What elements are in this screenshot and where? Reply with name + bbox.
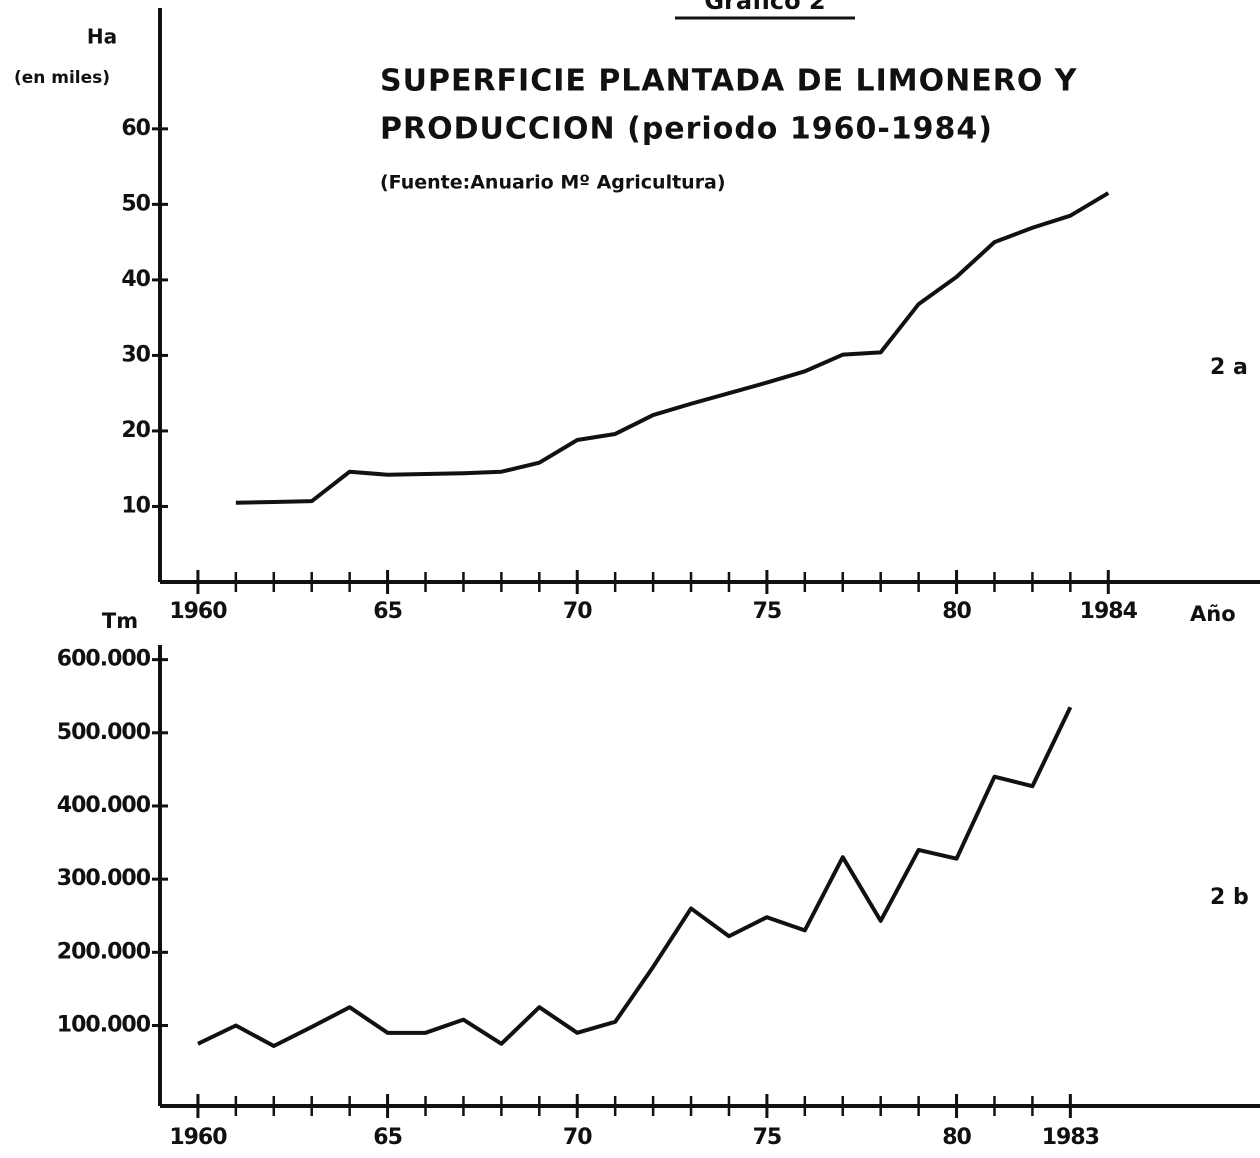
y-tick-label: 40	[121, 267, 150, 292]
data-line	[235, 191, 1110, 505]
x-tick-label: 1960	[169, 1125, 227, 1150]
y-tick-label: 500.000	[57, 720, 151, 745]
y-tick-label: 60	[121, 116, 150, 141]
y-axis-label: Ha	[87, 25, 117, 49]
x-tick-label: 80	[942, 1125, 971, 1150]
y-tick-label: 400.000	[57, 793, 151, 818]
y-tick-label: 100.000	[57, 1013, 151, 1038]
y-axis-label: Tm	[102, 609, 138, 633]
x-tick-label: 70	[563, 1125, 592, 1150]
data-line	[197, 706, 1073, 1048]
y-tick-label: 600.000	[57, 647, 151, 672]
x-tick-label: 1960	[169, 599, 227, 624]
x-tick-label: 75	[753, 599, 782, 624]
x-tick-label: 1983	[1042, 1125, 1099, 1150]
y-tick-label: 50	[121, 191, 150, 216]
x-tick-label: 1984	[1080, 599, 1138, 624]
y-tick-label: 300.000	[57, 866, 151, 891]
y-tick-label: 20	[121, 418, 150, 443]
x-tick-label: 75	[753, 1125, 782, 1150]
y-tick-label: 10	[121, 493, 150, 518]
heading: Grafico 2	[704, 0, 825, 15]
source: (Fuente:Anuario Mº Agricultura)	[380, 172, 726, 194]
y-tick-label: 200.000	[57, 939, 151, 964]
annotation: 2 b	[1210, 885, 1249, 910]
chart-title: SUPERFICIE PLANTADA DE LIMONERO Y	[380, 64, 1078, 99]
x-tick-label: 65	[373, 599, 402, 624]
chart-subtitle: PRODUCCION (periodo 1960-1984)	[380, 112, 993, 147]
y-tick-label: 30	[121, 342, 150, 367]
x-tick-label: 65	[373, 1125, 402, 1150]
x-tick-label: 70	[563, 599, 592, 624]
x-tick-label: 80	[942, 599, 971, 624]
x-axis-label: Año	[1190, 602, 1236, 626]
annotation: 2 a	[1210, 355, 1248, 380]
y-axis-label-sub: (en miles)	[14, 68, 110, 88]
